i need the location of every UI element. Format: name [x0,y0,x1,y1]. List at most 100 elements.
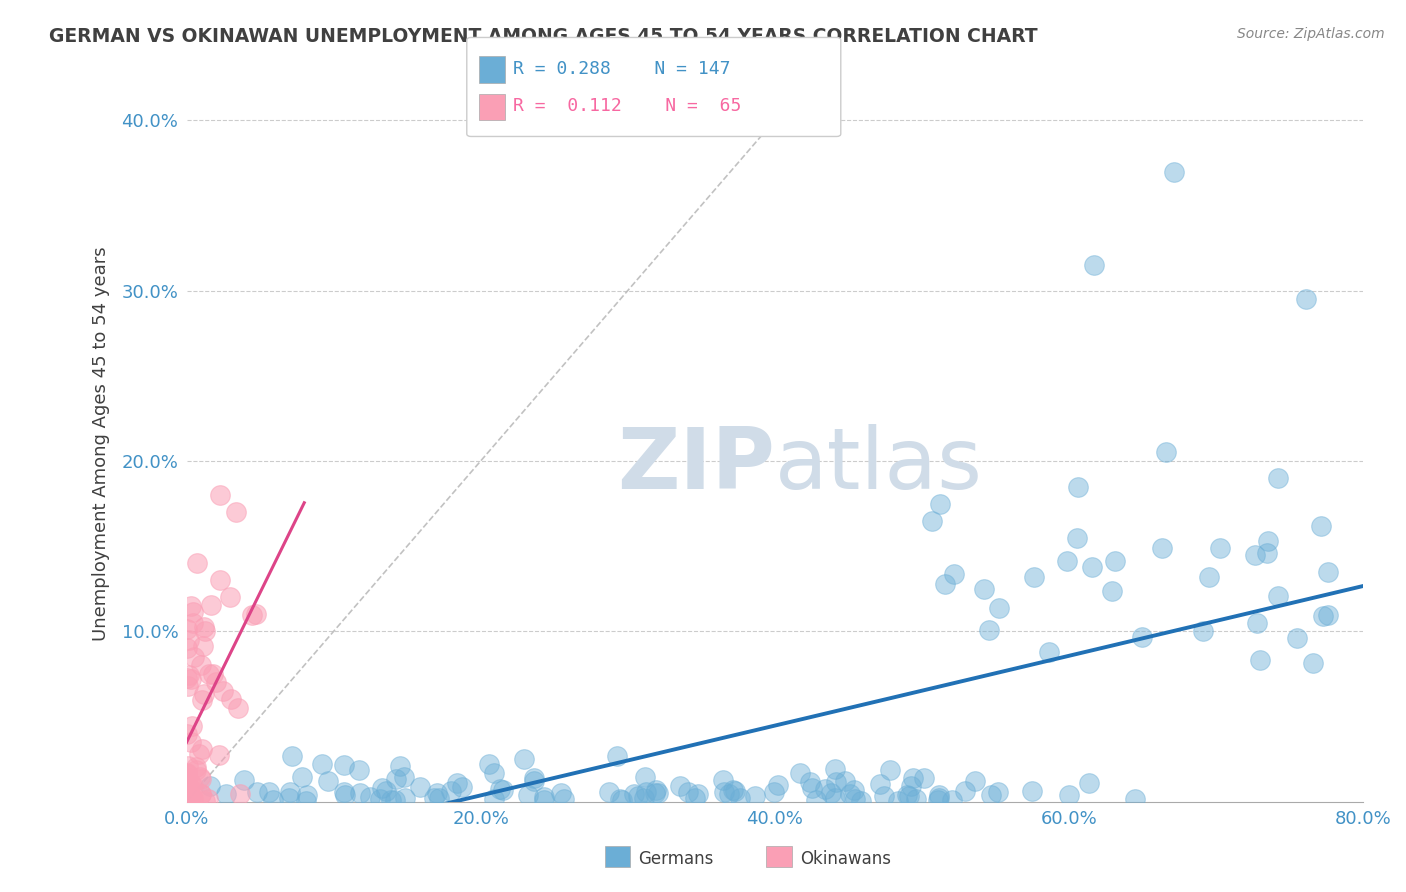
Point [186,556,208,570]
Point [609,792,631,806]
Point [179,794,201,808]
Point [633,790,655,805]
Point [232,773,254,788]
Point [533,793,555,807]
Point [1066,531,1088,545]
Point [208,488,231,502]
Point [1083,258,1105,272]
Point [176,772,198,786]
Point [669,779,692,793]
Point [647,786,669,800]
Point [229,787,252,801]
Point [914,771,936,785]
Point [953,784,976,798]
Point [193,687,215,701]
Point [645,782,668,797]
Point [179,774,201,789]
Point [240,607,263,622]
Point [612,793,634,807]
Point [180,789,202,803]
Point [799,775,821,789]
Point [1192,624,1215,639]
Point [1154,445,1177,459]
Point [188,770,211,784]
Point [295,788,318,802]
Point [488,781,510,796]
Point [965,773,987,788]
Point [824,791,846,805]
Point [801,780,824,795]
Point [1246,616,1268,631]
Point [190,772,212,787]
Point [180,599,202,613]
Point [896,789,918,803]
Point [869,777,891,791]
Point [766,778,789,792]
Point [380,793,402,807]
Point [1150,541,1173,555]
Point [942,566,965,581]
Point [188,747,211,761]
Point [184,764,207,778]
Point [1104,554,1126,568]
Point [190,658,212,673]
Point [384,772,406,786]
Point [392,770,415,784]
Point [225,505,247,519]
Point [177,679,200,693]
Point [184,760,207,774]
Point [422,790,444,805]
Text: Source: ZipAtlas.com: Source: ZipAtlas.com [1237,27,1385,41]
Point [683,790,706,805]
Point [180,672,202,686]
Point [181,779,204,793]
Text: R =  0.112    N =  65: R = 0.112 N = 65 [513,97,741,115]
Point [1024,570,1046,584]
Point [176,727,198,741]
Point [1163,164,1185,178]
Point [176,671,198,685]
Point [1067,479,1090,493]
Point [842,783,865,797]
Point [623,787,645,801]
Point [1081,559,1104,574]
Point [724,784,747,798]
Point [409,780,432,795]
Point [202,667,225,681]
Point [873,789,896,803]
Point [977,623,1000,637]
Point [1302,657,1324,671]
Point [333,788,356,802]
Point [316,774,339,789]
Point [523,771,546,785]
Point [179,780,201,795]
Point [825,774,848,789]
Point [987,785,1010,799]
Point [879,763,901,777]
Point [180,719,202,733]
Point [887,794,910,808]
Point [212,684,235,698]
Point [1038,645,1060,659]
Point [426,786,449,800]
Point [427,791,450,805]
Point [262,792,284,806]
Point [789,766,811,780]
Point [384,792,406,806]
Point [226,701,249,715]
Point [904,792,927,806]
Point [246,785,269,799]
Point [1101,583,1123,598]
Point [1021,784,1043,798]
Point [177,792,200,806]
Point [215,787,238,801]
Point [219,692,242,706]
Text: R = 0.288    N = 147: R = 0.288 N = 147 [513,60,731,78]
Point [934,576,956,591]
Point [598,784,620,798]
Point [804,793,827,807]
Point [839,788,862,802]
Point [190,787,212,801]
Point [744,789,766,803]
Point [183,649,205,664]
